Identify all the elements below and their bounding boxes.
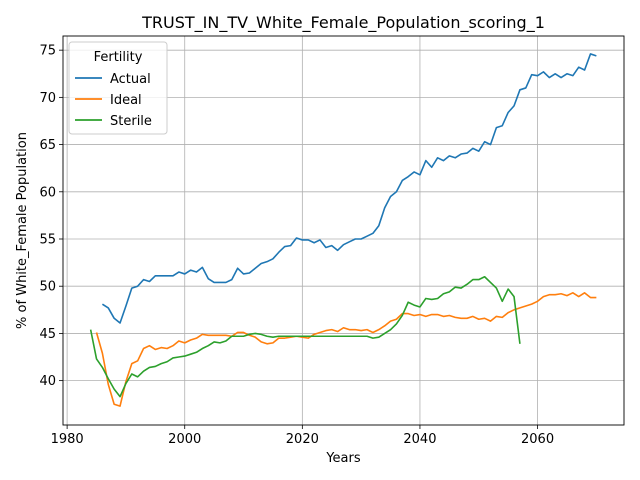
y-tick-label: 50 <box>39 280 56 295</box>
series-line-sterile <box>89 275 521 398</box>
legend-title: Fertility <box>94 50 143 65</box>
y-tick-label: 65 <box>39 138 56 153</box>
x-axis-title: Years <box>325 451 361 466</box>
chart-title: TRUST_IN_TV_White_Female_Population_scor… <box>141 13 545 33</box>
grid <box>63 36 624 425</box>
series-layer <box>89 53 597 407</box>
plot-frame <box>62 35 625 426</box>
legend-label-ideal: Ideal <box>110 93 142 108</box>
y-tick-label: 70 <box>39 91 56 106</box>
x-tick-label: 1980 <box>51 432 84 447</box>
axis-ticks: 1980 2000 2020 2040 2060 40 45 50 55 60 65 70 75 <box>39 44 554 447</box>
x-tick-label: 2060 <box>521 432 554 447</box>
legend-label-actual: Actual <box>110 72 151 87</box>
x-tick-label: 2000 <box>168 432 201 447</box>
y-tick-label: 45 <box>39 327 56 342</box>
legend-label-sterile: Sterile <box>110 114 152 129</box>
y-axis-title: % of White_Female Population <box>15 132 30 329</box>
legend-box <box>68 41 168 135</box>
y-tick-label: 75 <box>39 44 56 59</box>
x-tick-label: 2040 <box>403 432 436 447</box>
y-tick-label: 60 <box>39 185 56 200</box>
legend: Fertility Actual Ideal Sterile <box>68 41 168 135</box>
series-line-ideal <box>95 292 597 407</box>
y-tick-label: 55 <box>39 232 56 247</box>
series-line-actual <box>101 53 597 324</box>
x-tick-label: 2020 <box>286 432 319 447</box>
y-tick-label: 40 <box>39 374 56 389</box>
